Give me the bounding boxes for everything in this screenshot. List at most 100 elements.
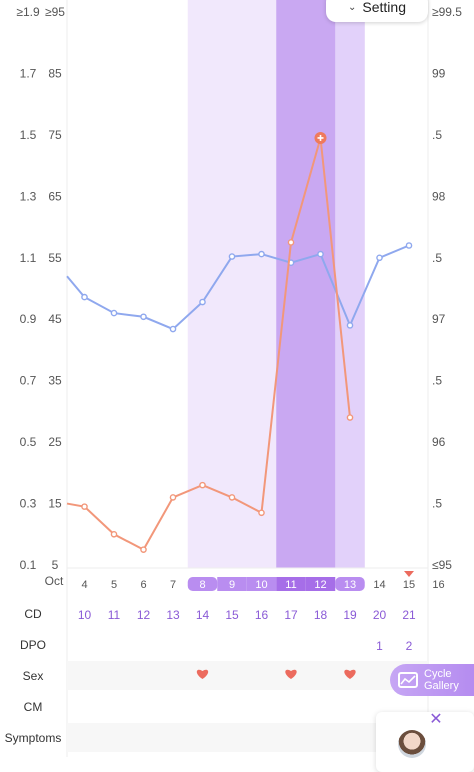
lh-axis-tick: 0.3: [20, 497, 37, 511]
gallery-chart-icon: [398, 672, 418, 688]
e3g-axis-tick: 85: [48, 66, 62, 80]
data-point: [81, 503, 88, 510]
data-point: [317, 250, 324, 258]
lh-axis-tick: 1.1: [20, 251, 37, 265]
date-pill: [305, 577, 336, 591]
e3g-axis-tick: 15: [48, 497, 62, 511]
date-label: 11: [285, 579, 296, 591]
temp-axis-tick: 97: [432, 312, 446, 326]
temp-axis-tick: .5: [432, 128, 442, 142]
avatar[interactable]: [398, 730, 426, 758]
e3g-axis-tick: 55: [48, 251, 62, 265]
cd-value: 21: [402, 608, 416, 622]
row-label-cm: CM: [23, 700, 43, 714]
lh-axis-tick: 1.7: [20, 66, 37, 80]
temp-axis-tick: 96: [432, 435, 446, 449]
data-point: [258, 509, 265, 517]
data-point: [81, 293, 88, 301]
lh-axis-tick: ≥1.9: [16, 5, 40, 19]
cd-value: 13: [166, 608, 180, 622]
e3g-axis-tick: 45: [48, 312, 62, 326]
cd-value: 16: [255, 608, 269, 622]
cycle-gallery-line1: Cycle: [424, 668, 452, 680]
cd-value: 17: [284, 608, 298, 622]
date-pill: [246, 577, 277, 591]
data-point: [258, 250, 265, 258]
temp-axis-tick: .5: [432, 251, 442, 265]
data-point: [228, 253, 236, 260]
heart-icon: [344, 669, 356, 679]
e3g-axis-tick: 65: [48, 189, 62, 203]
cycle-gallery-label: Cycle Gallery: [424, 668, 459, 692]
cd-value: 19: [343, 608, 357, 622]
cd-value: 18: [314, 608, 328, 622]
lh-axis-tick: 0.9: [20, 312, 37, 326]
cd-value: 11: [108, 608, 121, 622]
month-label: Oct: [45, 574, 64, 588]
row-label-cd: CD: [24, 607, 42, 621]
close-icon[interactable]: ✕: [429, 711, 443, 728]
date-pill: [187, 577, 218, 591]
lh-axis-tick: 0.5: [20, 435, 37, 449]
data-point: [376, 254, 383, 262]
data-point: [346, 322, 354, 329]
lh-axis-tick: 1.3: [20, 189, 37, 203]
e3g-axis-tick: 25: [48, 435, 62, 449]
e3g-axis-tick: ≥95: [45, 5, 65, 19]
temp-axis-tick: 99: [432, 66, 446, 80]
date-label: 15: [403, 579, 415, 591]
temp-axis-tick: ≥99.5: [432, 5, 462, 19]
data-point: [199, 481, 206, 489]
temp-axis-tick: ≤95: [432, 558, 452, 572]
data-point: [140, 313, 147, 321]
date-label: 12: [314, 579, 326, 591]
chevron-down-icon: ⌄: [348, 1, 357, 13]
data-point: [169, 325, 177, 333]
ovulation-band: [335, 0, 365, 568]
e3g-axis-tick: 5: [52, 558, 59, 572]
setting-button[interactable]: ⌄ Setting: [326, 0, 428, 22]
date-label: 16: [432, 579, 444, 591]
date-label: 13: [344, 579, 356, 591]
row-label-sex: Sex: [22, 669, 44, 683]
heart-icon: [285, 669, 297, 679]
date-pill: [217, 577, 247, 591]
cd-value: 14: [196, 608, 210, 622]
data-point: [287, 239, 295, 246]
temp-axis-tick: 98: [432, 189, 446, 203]
e3g-axis-tick: 75: [48, 128, 62, 142]
data-point: [110, 530, 118, 538]
cycle-gallery-line2: Gallery: [424, 680, 459, 692]
cd-value: 15: [225, 608, 239, 622]
today-marker-icon: [404, 571, 414, 577]
cd-value: 10: [78, 608, 92, 622]
dpo-value: 1: [376, 639, 383, 653]
sex-row-bg: [67, 661, 428, 690]
data-point: [140, 546, 147, 553]
dpo-value: 2: [406, 639, 413, 653]
date-label: 6: [140, 579, 146, 591]
date-label: 14: [373, 579, 385, 591]
row-label-symptoms: Symptoms: [4, 731, 62, 745]
e3g-axis-tick: 35: [48, 374, 62, 388]
date-label: 7: [170, 579, 176, 591]
setting-label: Setting: [362, 0, 406, 15]
data-point: [405, 242, 413, 249]
data-point: [110, 309, 118, 317]
cycle-gallery-button[interactable]: Cycle Gallery: [390, 664, 474, 696]
temp-axis-tick: .5: [432, 374, 442, 388]
lh-axis-tick: 0.1: [20, 558, 37, 572]
date-label: 8: [199, 579, 205, 591]
cd-value: 20: [373, 608, 387, 622]
date-label: 9: [229, 579, 235, 591]
data-point: [228, 494, 236, 501]
lh-axis-tick: 0.7: [20, 374, 37, 388]
symptoms-row-bg: [67, 723, 428, 752]
date-label: 5: [111, 579, 117, 591]
date-pill: [335, 577, 365, 591]
lh-axis-tick: 1.5: [20, 128, 37, 142]
peak-fertility-band: [276, 0, 336, 568]
temp-axis-tick: .5: [432, 497, 442, 511]
row-label-dpo: DPO: [19, 638, 46, 652]
